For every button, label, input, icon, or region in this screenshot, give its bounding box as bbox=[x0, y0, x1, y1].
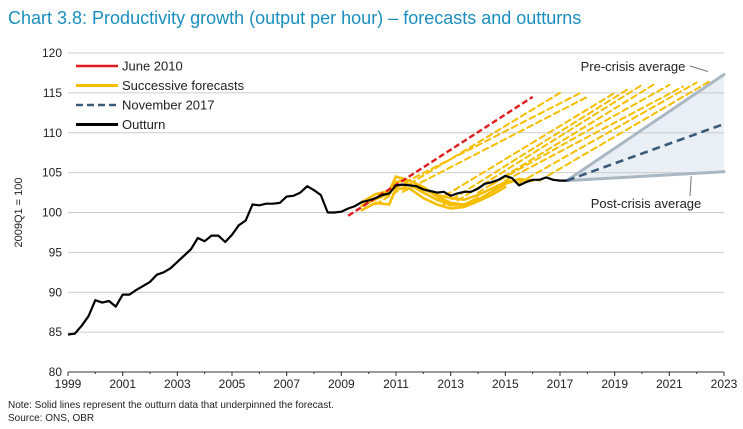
y-axis-title: 2009Q1 = 100 bbox=[13, 177, 25, 247]
legend-label: June 2010 bbox=[122, 59, 183, 74]
x-tick-label: 1999 bbox=[55, 377, 82, 391]
x-tick-label: 2001 bbox=[109, 377, 136, 391]
series-successive-forecast bbox=[395, 91, 582, 188]
x-tick-label: 2009 bbox=[328, 377, 355, 391]
series-successive-forecast bbox=[456, 83, 643, 202]
annotation-pre-crisis: Pre-crisis average bbox=[581, 59, 686, 74]
y-tick-label: 95 bbox=[49, 245, 63, 259]
series-successive-forecast bbox=[504, 85, 684, 182]
y-tick-label: 105 bbox=[42, 166, 62, 180]
x-tick-label: 2023 bbox=[711, 377, 738, 391]
legend-label: Successive forecasts bbox=[122, 78, 245, 93]
chart-source: Source: ONS, OBR bbox=[8, 413, 95, 424]
y-tick-label: 120 bbox=[42, 46, 62, 60]
series-outturn bbox=[67, 174, 567, 336]
series-pre-crisis-average bbox=[565, 73, 726, 183]
y-tick-label: 80 bbox=[49, 365, 63, 379]
x-tick-label: 2005 bbox=[219, 377, 246, 391]
x-tick-label: 2011 bbox=[383, 377, 409, 391]
legend: June 2010 Successive forecasts November 20… bbox=[76, 59, 245, 132]
series-november-2017 bbox=[566, 122, 725, 182]
series-successive-forecast bbox=[436, 91, 616, 202]
gridlines bbox=[68, 52, 724, 333]
series-successive-forecast bbox=[442, 87, 630, 206]
chart-note: Note: Solid lines represent the outturn … bbox=[8, 400, 334, 411]
y-tick-label: 100 bbox=[42, 206, 62, 220]
annotation-post-crisis: Post-crisis average bbox=[591, 196, 702, 211]
series-successive-forecast bbox=[401, 95, 589, 193]
x-tick-label: 2003 bbox=[164, 377, 191, 391]
series-successive-forecast bbox=[360, 185, 507, 212]
annotation-pre-crisis-leader bbox=[689, 65, 709, 73]
y-tick-label: 85 bbox=[49, 325, 63, 339]
x-tick-label: 2019 bbox=[601, 377, 628, 391]
y-tick-label: 110 bbox=[43, 126, 62, 140]
x-tick-label: 2013 bbox=[437, 377, 464, 391]
y-tick-label: 115 bbox=[43, 86, 62, 100]
x-tick-label: 2007 bbox=[273, 377, 300, 391]
x-tick-label: 2015 bbox=[492, 377, 519, 391]
x-tick-label: 2017 bbox=[547, 377, 574, 391]
series-successive-forecast bbox=[538, 79, 712, 182]
legend-label: November 2017 bbox=[122, 98, 215, 113]
series-post-crisis-average bbox=[565, 170, 726, 183]
series-lines bbox=[67, 73, 726, 336]
series-successive-forecast bbox=[518, 81, 698, 184]
legend-label: Outturn bbox=[122, 117, 165, 132]
annotation-post-crisis-leader bbox=[689, 176, 692, 197]
axes: 80 85 90 95 100 105 110 115 120 1999 2001 2003 2005 2… bbox=[13, 46, 738, 391]
series-successive-forecast bbox=[360, 183, 480, 207]
annotations: Pre-crisis average Post-crisis average bbox=[581, 59, 709, 211]
series-successive-forecast bbox=[477, 82, 657, 194]
chart-title: Chart 3.8: Productivity growth (output p… bbox=[8, 8, 582, 28]
series-successive-forecast bbox=[490, 83, 671, 186]
y-tick-label: 90 bbox=[49, 285, 63, 299]
x-tick-label: 2021 bbox=[656, 377, 683, 391]
